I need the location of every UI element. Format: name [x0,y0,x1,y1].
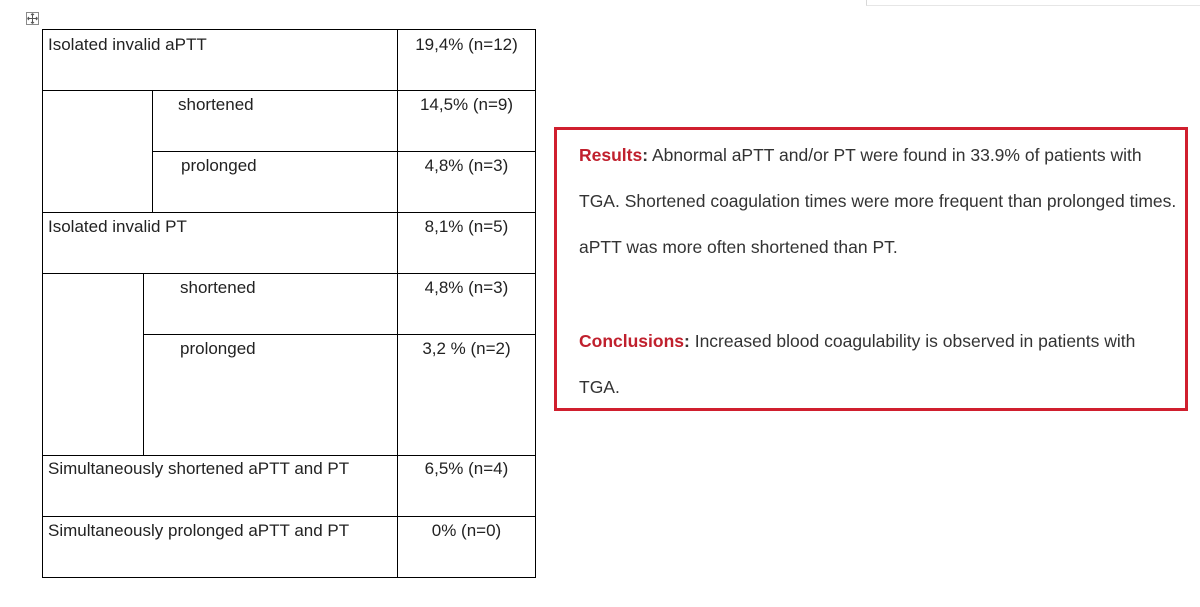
results-paragraph: Results: Abnormal aPTT and/or PT were fo… [579,132,1179,270]
row-value-isolated-aptt: 19,4% (n=12) [415,35,518,54]
row-value-simultaneous-shortened: 6,5% (n=4) [424,459,509,478]
summary-box: Results: Abnormal aPTT and/or PT were fo… [554,127,1188,411]
move-arrows-icon [27,13,38,24]
results-label: Results [579,145,643,165]
results-text: Abnormal aPTT and/or PT were found in 33… [579,145,1177,257]
row-label-isolated-pt: Isolated invalid PT [48,217,187,236]
row-value-simultaneous-prolonged: 0% (n=0) [431,521,502,540]
row-label-simultaneous-prolonged: Simultaneously prolonged aPTT and PT [48,521,350,540]
row-label-aptt-shortened: shortened [178,95,254,114]
row-label-pt-shortened: shortened [180,278,256,297]
row-label-aptt-prolonged: prolonged [181,156,257,175]
row-value-isolated-pt: 8,1% (n=5) [424,217,509,236]
conclusions-colon: : [684,331,690,351]
conclusions-paragraph: Conclusions: Increased blood coagulabili… [579,318,1179,410]
row-label-isolated-aptt: Isolated invalid aPTT [48,35,207,54]
row-value-pt-shortened: 4,8% (n=3) [424,278,509,297]
table-move-handle[interactable] [26,12,39,25]
row-value-pt-prolonged: 3,2 % (n=2) [422,339,511,358]
row-value-aptt-prolonged: 4,8% (n=3) [424,156,509,175]
page-edge [866,0,1200,6]
conclusions-text: Increased blood coagulability is observe… [579,331,1136,397]
row-label-pt-prolonged: prolonged [180,339,256,358]
results-colon: : [642,145,649,165]
conclusions-label: Conclusions [579,331,685,351]
row-value-aptt-shortened: 14,5% (n=9) [419,95,514,114]
row-label-simultaneous-shortened: Simultaneously shortened aPTT and PT [48,459,350,478]
